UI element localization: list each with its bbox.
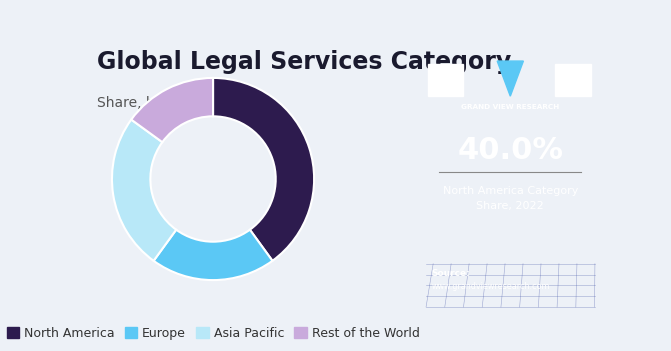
Text: GRAND VIEW RESEARCH: GRAND VIEW RESEARCH bbox=[461, 104, 560, 110]
Legend: North America, Europe, Asia Pacific, Rest of the World: North America, Europe, Asia Pacific, Res… bbox=[1, 322, 425, 345]
Text: Share, by Region, 2022: Share, by Region, 2022 bbox=[97, 96, 259, 110]
Text: North America Category
Share, 2022: North America Category Share, 2022 bbox=[443, 186, 578, 211]
Wedge shape bbox=[132, 78, 213, 142]
FancyBboxPatch shape bbox=[428, 64, 464, 96]
FancyBboxPatch shape bbox=[555, 64, 590, 96]
Text: Global Legal Services Category: Global Legal Services Category bbox=[97, 50, 511, 74]
Text: Source:: Source: bbox=[431, 269, 470, 278]
Wedge shape bbox=[112, 120, 176, 261]
Wedge shape bbox=[213, 78, 314, 261]
Text: www.grandviewresearch.com: www.grandviewresearch.com bbox=[431, 282, 550, 291]
Text: 40.0%: 40.0% bbox=[458, 136, 563, 165]
Polygon shape bbox=[497, 61, 523, 96]
Wedge shape bbox=[154, 230, 272, 280]
